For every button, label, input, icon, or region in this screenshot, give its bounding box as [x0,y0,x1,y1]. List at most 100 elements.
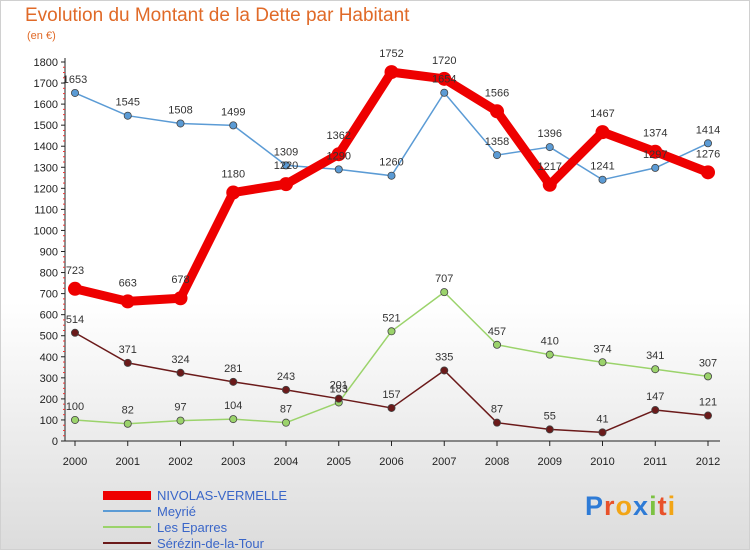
x-tick-label: 2002 [168,456,192,468]
data-label: 1499 [221,106,245,118]
data-label: 1414 [696,124,720,136]
data-point [598,428,607,437]
data-label: 521 [382,312,400,324]
y-tick-label: 1100 [34,204,58,216]
data-point [651,365,660,374]
data-label: 1297 [643,149,667,161]
data-point [545,143,554,152]
data-label: 87 [280,404,292,416]
legend-item: Les Eparres [103,519,287,535]
chart-series [68,65,715,437]
logo-letter: r [604,491,616,521]
x-tick-label: 2009 [538,456,562,468]
x-tick-label: 2010 [590,456,614,468]
data-point [651,406,660,415]
data-point [281,385,290,394]
data-label: 1752 [379,48,403,60]
y-tick-label: 800 [40,268,58,280]
data-point [334,165,343,174]
legend-label: NIVOLAS-VERMELLE [157,487,288,503]
data-label: 1290 [327,150,351,162]
data-point [542,177,557,192]
data-label: 1309 [274,146,298,158]
chart-legend: NIVOLAS-VERMELLE Meyrié Les Eparres Sérézin… [103,487,287,551]
y-tick-label: 1300 [34,162,58,174]
data-label: 1180 [221,169,245,181]
y-tick-label: 400 [40,352,58,364]
data-point [440,288,449,297]
legend-item: Sérézin-de-la-Tour [103,535,287,551]
y-tick-label: 1800 [34,57,58,69]
logo-letter: i [649,491,658,521]
data-label: 1467 [590,108,614,120]
data-point [279,177,293,192]
data-label: 1362 [327,130,351,142]
data-point [440,366,449,375]
data-label: 82 [122,405,134,417]
y-tick-label: 900 [40,247,58,259]
data-point [331,147,346,162]
data-label: 1545 [116,97,140,109]
data-label: 335 [435,351,453,363]
data-label: 1358 [485,136,509,148]
legend-item: Meyrié [103,503,287,519]
data-label: 457 [488,326,506,338]
chart-title: Evolution du Montant de la Dette par Hab… [25,5,410,26]
y-tick-label: 700 [40,289,58,301]
data-label: 243 [277,371,295,383]
logo-letter: x [633,491,650,521]
legend-swatch [103,510,151,512]
legend-swatch [103,542,151,544]
data-point [704,372,713,381]
data-label: 41 [596,413,608,425]
data-point [598,358,607,367]
data-point [71,88,80,97]
data-label: 104 [224,400,242,412]
data-label: 1653 [63,74,87,86]
logo-letter: P [585,491,605,521]
data-point [281,161,290,170]
chart-data-labels: 1653 1545 1508 1499 1309 1290 1260 1654 1358 1396… [63,48,720,425]
data-point [651,163,660,172]
data-point [595,125,610,140]
data-point [334,394,343,403]
data-label: 1720 [432,55,456,67]
data-label: 183 [330,383,348,395]
y-tick-label: 1400 [34,141,58,153]
data-point [492,340,501,349]
data-point [123,358,132,367]
data-point [545,350,554,359]
data-point [704,411,713,420]
legend-swatch [103,490,151,500]
data-label: 1508 [168,104,192,116]
data-label: 514 [66,314,84,326]
data-point [492,418,501,427]
data-point [176,368,185,377]
x-tick-label: 2003 [221,456,245,468]
data-label: 201 [330,380,348,392]
data-point [440,88,449,97]
x-tick-label: 2000 [63,456,87,468]
data-point [384,65,399,80]
data-label: 324 [171,354,189,366]
data-label: 121 [699,397,717,409]
data-label: 1241 [590,161,614,173]
x-tick-label: 2008 [485,456,509,468]
y-tick-label: 0 [52,436,58,448]
data-label: 1374 [643,128,667,140]
data-point [492,151,501,160]
data-point [176,119,185,128]
data-point [387,403,396,412]
legend-label: Sérézin-de-la-Tour [157,535,264,551]
logo-letter: o [615,491,634,521]
data-point [704,139,713,148]
x-tick-label: 2004 [274,456,298,468]
y-tick-label: 600 [40,310,58,322]
legend-label: Meyrié [157,503,197,519]
data-point [437,71,452,86]
series-line-2 [74,332,709,434]
legend-label: Les Eparres [157,519,228,535]
data-point [387,327,396,336]
